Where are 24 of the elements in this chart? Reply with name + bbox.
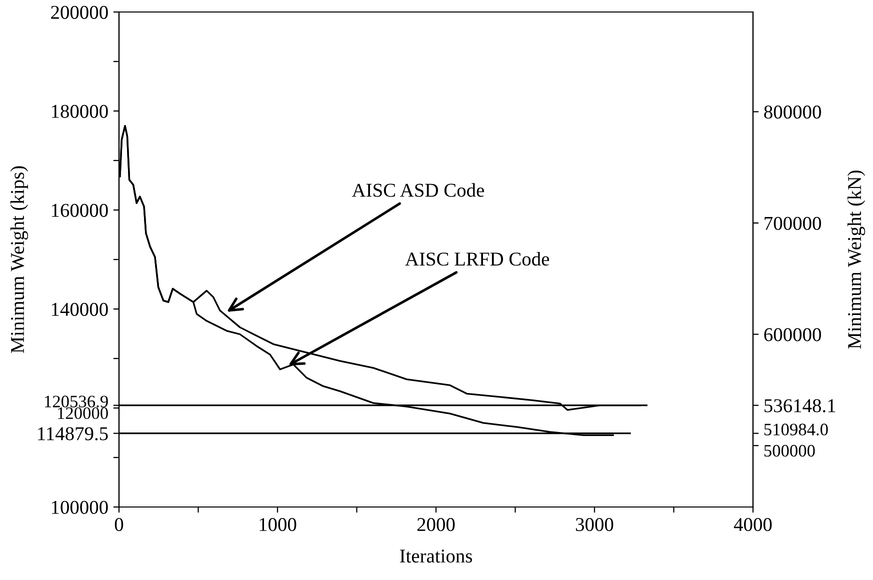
y-tick-label: 140000 <box>52 302 108 316</box>
y-tick-label: 180000 <box>52 104 108 118</box>
y2-tick-label: 536148.1 <box>764 399 836 412</box>
y2-tick-label: 500000 <box>764 444 815 457</box>
x-tick-label: 3000 <box>576 518 614 532</box>
y-tick-label: 120536.9 <box>45 396 108 408</box>
x-tick-label: 1000 <box>260 518 296 532</box>
y2-tick-label: 800000 <box>764 106 822 119</box>
x-tick-label: 4000 <box>734 518 772 532</box>
y2-tick-label: 700000 <box>764 216 822 230</box>
annotation: AISC ASD Code <box>352 183 484 197</box>
x-axis-title: Iterations <box>400 550 472 563</box>
y-tick-label: 160000 <box>52 204 108 217</box>
y-tick-label: 120000 <box>58 407 108 420</box>
y2-tick-label: 600000 <box>764 328 822 342</box>
y-tick-label: 200000 <box>51 6 108 19</box>
x-tick-label: 2000 <box>417 518 455 532</box>
x-tick-label: 0 <box>114 518 124 532</box>
y2-tick-label: 510984.0 <box>764 424 828 436</box>
y-tick-label: 100000 <box>52 500 108 514</box>
y-tick-label: 114879.5 <box>38 427 108 440</box>
y-axis-title: Minimum Weight (kips) <box>10 166 28 354</box>
annotation: AISC LRFD Code <box>405 252 550 266</box>
y2-axis-title: Minimum Weight (kN) <box>847 170 866 349</box>
